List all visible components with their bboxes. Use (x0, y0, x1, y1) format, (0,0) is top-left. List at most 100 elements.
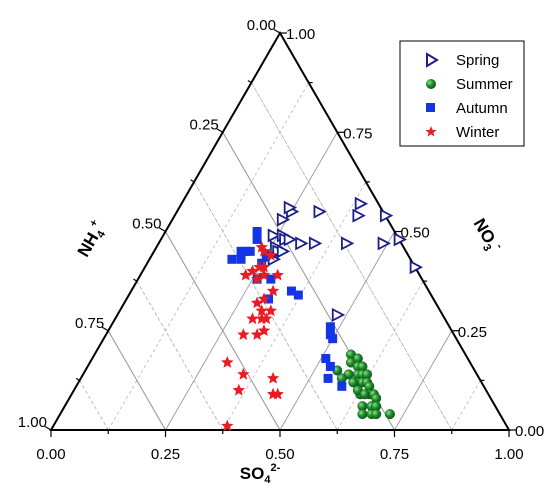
data-point-winter (266, 284, 280, 297)
data-point-spring (352, 208, 366, 223)
left-tick-mark (159, 227, 166, 233)
right-axis-ticks: 1.00 0.75 0.50 0.25 0.00 (286, 26, 544, 440)
bottom-tick-label: 0.50 (265, 446, 294, 463)
legend-item-spring: Spring (426, 52, 499, 69)
data-point-winter (221, 419, 234, 432)
bottom-tick-label: 0.00 (36, 446, 65, 463)
data-point-winter (246, 312, 259, 325)
data-point-autumn (264, 294, 274, 304)
series-autumn (227, 227, 347, 391)
left-tick-mark (44, 425, 52, 431)
data-point-summer (384, 409, 395, 420)
series-spring (265, 196, 424, 322)
grid-line (107, 330, 166, 431)
data-point-spring (308, 236, 323, 251)
legend-label-summer: Summer (456, 76, 513, 93)
legend-box (399, 40, 525, 147)
data-point-summer (336, 373, 347, 384)
data-point-spring (377, 236, 391, 251)
data-point-autumn (328, 334, 338, 344)
left-tick-mark (133, 278, 138, 282)
data-point-autumn (337, 381, 347, 391)
grid-line (79, 380, 109, 431)
data-point-autumn (241, 246, 251, 256)
legend: Spring Summer Autumn Winter (399, 40, 525, 147)
data-point-autumn (325, 322, 335, 332)
data-point-autumn (323, 373, 333, 383)
data-point-spring (295, 236, 309, 251)
left-tick-mark (190, 179, 195, 183)
tick-marks (44, 28, 516, 437)
left-tick-label: 1.00 (18, 414, 47, 431)
legend-marker-summer (426, 79, 436, 89)
data-point-spring (283, 200, 298, 215)
data-point-summer (348, 377, 359, 388)
left-tick-label: 0.75 (75, 315, 104, 332)
grid-lines (79, 82, 481, 431)
data-point-autumn (266, 274, 276, 284)
legend-marker-winter (425, 126, 437, 137)
bottom-axis-ticks: 0.00 0.25 0.50 0.75 1.00 (36, 446, 523, 463)
data-point-spring (409, 260, 424, 275)
data-point-autumn (325, 361, 335, 371)
data-point-spring (283, 232, 298, 247)
grid-line (136, 280, 224, 431)
legend-label-winter: Winter (456, 124, 499, 141)
legend-item-summer: Summer (426, 76, 513, 93)
data-point-winter (271, 268, 284, 281)
bottom-tick-label: 1.00 (494, 446, 523, 463)
data-point-autumn (252, 227, 262, 236)
data-point-autumn (236, 254, 246, 264)
grid-line (107, 82, 309, 431)
legend-item-autumn: Autumn (426, 100, 508, 117)
left-axis-title: NH4+ (72, 217, 111, 261)
data-point-autumn (227, 254, 237, 264)
data-point-winter (264, 248, 277, 261)
grid-line (451, 380, 481, 431)
data-point-winter (257, 260, 271, 273)
bottom-axis-title: SO42- (240, 462, 281, 486)
data-point-spring (276, 244, 291, 259)
data-point-winter (266, 371, 280, 384)
left-tick-mark (216, 128, 224, 133)
data-point-autumn (286, 286, 296, 296)
data-point-winter (250, 272, 264, 285)
data-point-winter (239, 268, 252, 281)
grid-line (394, 330, 453, 431)
grid-line (251, 82, 453, 431)
left-tick-mark (247, 80, 252, 84)
data-point-spring (267, 228, 282, 243)
data-point-spring (276, 212, 291, 227)
data-point-winter (271, 387, 284, 400)
data-point-summer (371, 409, 382, 420)
legend-marker-spring (426, 52, 439, 68)
data-point-spring (341, 236, 355, 251)
data-point-winter (232, 383, 245, 396)
grid-line (336, 280, 424, 431)
left-axis-ticks: 0.00 0.25 0.50 0.75 1.00 (18, 17, 276, 431)
left-tick-mark (273, 28, 281, 34)
left-tick-mark (75, 377, 80, 381)
data-point-autumn (321, 354, 331, 364)
left-tick-mark (101, 326, 109, 332)
data-point-spring (379, 208, 394, 223)
right-tick-label: 0.00 (515, 423, 544, 440)
right-tick-label: 1.00 (286, 26, 315, 43)
data-points (221, 196, 424, 432)
data-point-winter (255, 304, 268, 317)
data-point-summer (357, 409, 368, 420)
data-point-winter (264, 304, 277, 317)
data-point-spring (354, 196, 369, 211)
data-point-winter (250, 296, 264, 309)
left-tick-label: 0.00 (247, 17, 276, 34)
data-point-winter (260, 312, 273, 325)
bottom-tick-label: 0.75 (380, 446, 409, 463)
left-tick-label: 0.50 (132, 216, 161, 233)
data-point-winter (237, 367, 250, 380)
data-point-autumn (245, 246, 255, 256)
data-point-winter (237, 328, 250, 340)
data-point-winter (221, 356, 234, 368)
data-point-winter (257, 268, 271, 281)
grid-line (222, 181, 367, 431)
